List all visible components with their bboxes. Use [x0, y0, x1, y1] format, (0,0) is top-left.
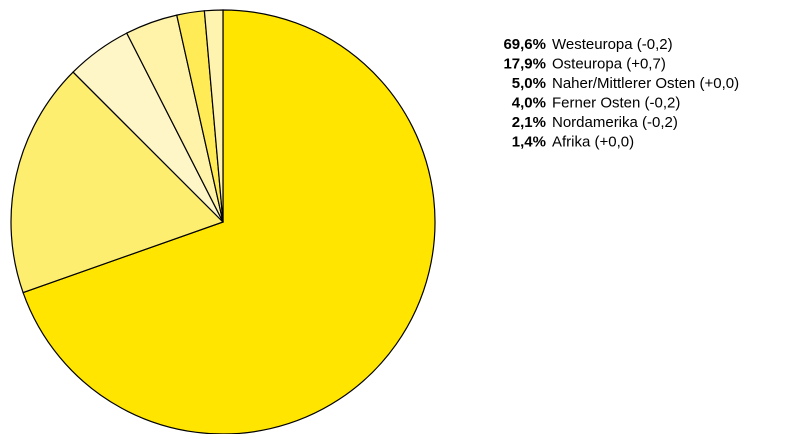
legend-value: 69,6%	[503, 36, 546, 53]
legend-label: Westeuropa (-0,2)	[552, 36, 673, 53]
pie-slice	[10, 71, 225, 294]
pie-slice	[22, 9, 436, 434]
legend-value: 17,9%	[503, 55, 546, 72]
legend-value: 4,0%	[512, 94, 546, 111]
legend-value: 5,0%	[512, 75, 546, 92]
pie-slice	[203, 9, 224, 223]
legend-label: Naher/Mittlerer Osten (+0,0)	[552, 75, 739, 92]
legend-label: Ferner Osten (-0,2)	[552, 94, 680, 111]
legend-label: Osteuropa (+0,7)	[552, 55, 666, 72]
legend-value: 2,1%	[512, 114, 546, 131]
legend-label: Nordamerika (-0,2)	[552, 114, 678, 131]
legend-value: 1,4%	[512, 133, 546, 150]
legend-label: Afrika (+0,0)	[552, 133, 634, 150]
